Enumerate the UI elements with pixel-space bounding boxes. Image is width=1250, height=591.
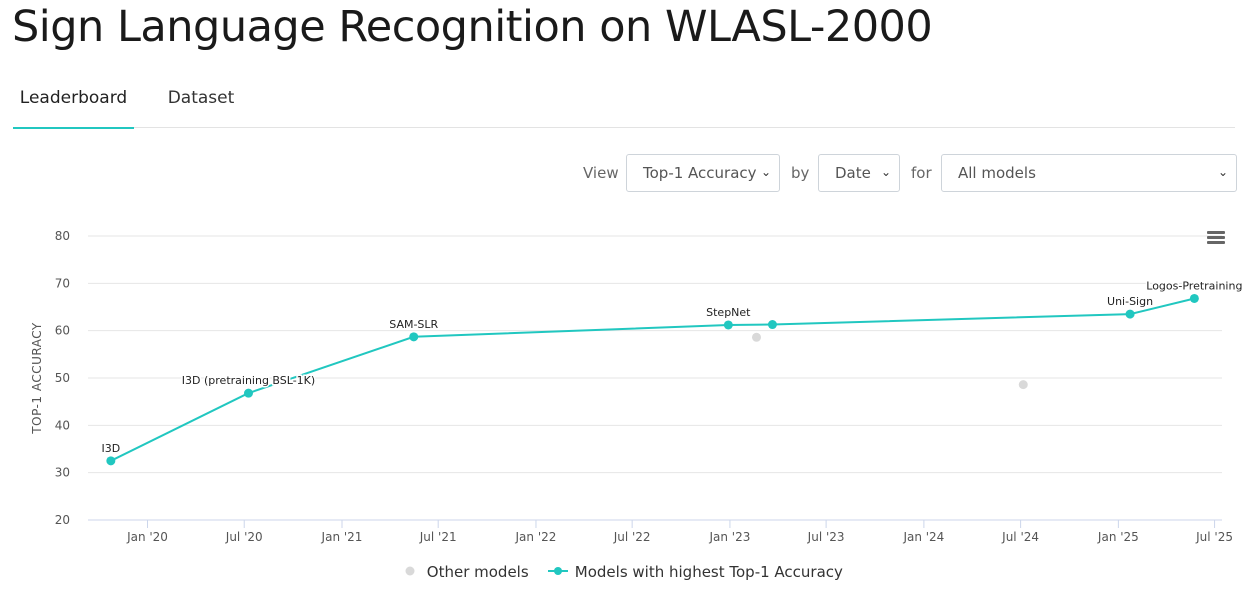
by-select-value: Date bbox=[835, 164, 871, 182]
data-label: I3D (pretraining BSL-1K) bbox=[182, 374, 315, 387]
best-model-point bbox=[723, 320, 733, 330]
best-model-point bbox=[106, 456, 116, 466]
y-tick-label: 70 bbox=[55, 276, 70, 290]
legend-other-marker-icon bbox=[405, 566, 415, 576]
x-tick-label: Jul '25 bbox=[1195, 530, 1233, 544]
x-tick-label: Jul '24 bbox=[1001, 530, 1039, 544]
x-tick-label: Jul '23 bbox=[807, 530, 845, 544]
for-select[interactable]: All models ⌄ bbox=[941, 154, 1237, 192]
chart-legend: Other models Models with highest Top-1 A… bbox=[0, 563, 1250, 585]
best-model-point bbox=[767, 320, 777, 330]
y-tick-label: 50 bbox=[55, 371, 70, 385]
tab-leaderboard[interactable]: Leaderboard bbox=[13, 78, 134, 129]
page-title: Sign Language Recognition on WLASL-2000 bbox=[12, 2, 933, 52]
view-select[interactable]: Top-1 Accuracy ⌄ bbox=[626, 154, 780, 192]
chart-svg: 20 30 40 50 60 70 80 Jan '20 Jul '20 Jan '21 Jul '… bbox=[30, 229, 1244, 544]
y-tick-label: 20 bbox=[55, 513, 70, 527]
x-tick-label: Jan '24 bbox=[902, 530, 944, 544]
view-label: View bbox=[583, 164, 619, 182]
legend-other-label: Other models bbox=[426, 563, 529, 581]
other-model-point bbox=[1018, 380, 1028, 390]
legend-best-label: Models with highest Top-1 Accuracy bbox=[574, 563, 843, 581]
x-tick-label: Jul '22 bbox=[613, 530, 651, 544]
y-tick-label: 80 bbox=[55, 229, 70, 243]
x-tick-label: Jan '25 bbox=[1097, 530, 1139, 544]
view-select-value: Top-1 Accuracy bbox=[643, 164, 757, 182]
tab-bar: Leaderboard Dataset bbox=[13, 78, 1235, 129]
for-label: for bbox=[911, 164, 932, 182]
chevron-down-icon: ⌄ bbox=[1217, 165, 1228, 179]
best-model-point bbox=[409, 332, 419, 342]
chevron-down-icon: ⌄ bbox=[760, 165, 771, 179]
data-label: SAM-SLR bbox=[389, 318, 438, 331]
best-model-point bbox=[1125, 309, 1135, 319]
data-label: Logos-Pretraining bbox=[1146, 279, 1242, 292]
y-axis-title: TOP-1 ACCURACY bbox=[30, 322, 44, 435]
for-select-value: All models bbox=[958, 164, 1036, 182]
legend-item-other[interactable]: Other models bbox=[404, 563, 529, 581]
best-model-point bbox=[1189, 293, 1199, 303]
by-select[interactable]: Date ⌄ bbox=[818, 154, 900, 192]
data-label: StepNet bbox=[706, 306, 751, 319]
y-tick-label: 30 bbox=[55, 466, 70, 480]
chevron-down-icon: ⌄ bbox=[880, 165, 891, 179]
legend-item-best[interactable]: Models with highest Top-1 Accuracy bbox=[548, 563, 843, 581]
by-label: by bbox=[791, 164, 810, 182]
best-model-point bbox=[243, 388, 253, 398]
data-label: I3D bbox=[101, 442, 120, 455]
data-label: Uni-Sign bbox=[1107, 295, 1153, 308]
tab-dataset[interactable]: Dataset bbox=[167, 88, 235, 108]
legend-best-marker-icon bbox=[548, 567, 568, 575]
x-tick-label: Jan '23 bbox=[708, 530, 750, 544]
other-model-point bbox=[751, 332, 761, 342]
x-tick-label: Jul '20 bbox=[225, 530, 263, 544]
x-tick-label: Jan '22 bbox=[515, 530, 557, 544]
chart-controls: View Top-1 Accuracy ⌄ by Date ⌄ for All … bbox=[0, 154, 1250, 192]
x-tick-label: Jan '20 bbox=[126, 530, 168, 544]
y-tick-label: 40 bbox=[55, 418, 70, 432]
y-tick-label: 60 bbox=[55, 324, 70, 338]
x-tick-label: Jan '21 bbox=[321, 530, 363, 544]
x-tick-label: Jul '21 bbox=[419, 530, 457, 544]
chart-menu-icon[interactable] bbox=[1206, 230, 1226, 246]
